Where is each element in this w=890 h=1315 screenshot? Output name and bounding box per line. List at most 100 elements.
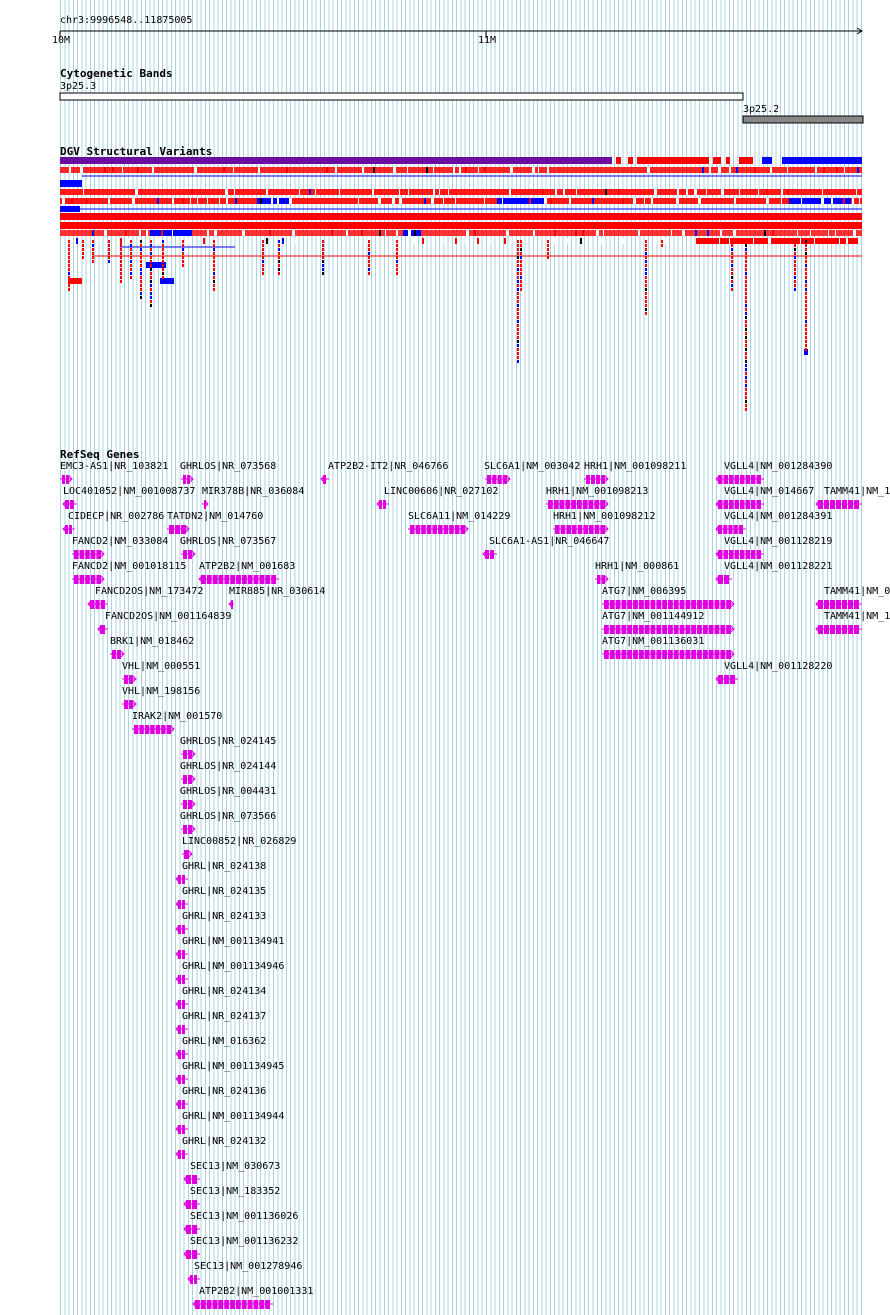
gene-label[interactable]: GHRL|NR_024132 xyxy=(182,1136,267,1147)
gene-label[interactable]: GHRL|NR_024134 xyxy=(182,986,267,997)
gene-model[interactable] xyxy=(715,525,746,534)
gene-label[interactable]: ATP2B2-IT2|NR_046766 xyxy=(328,461,449,472)
gene-model[interactable] xyxy=(60,475,73,484)
gene-model[interactable] xyxy=(192,1300,273,1309)
gene-model[interactable] xyxy=(62,525,75,534)
gene-label[interactable]: HRH1|NM_000861 xyxy=(595,561,680,572)
gene-model[interactable] xyxy=(715,550,764,559)
gene-model[interactable] xyxy=(320,475,329,484)
gene-label[interactable]: VHL|NM_000551 xyxy=(122,661,201,672)
gene-model[interactable] xyxy=(175,1025,188,1034)
dgv-variants[interactable] xyxy=(60,157,862,355)
gene-model[interactable] xyxy=(62,500,77,509)
gene-label[interactable]: SEC13|NM_183352 xyxy=(190,1186,281,1197)
gene-label[interactable]: GHRL|NR_024133 xyxy=(182,911,267,922)
gene-model[interactable] xyxy=(815,600,862,609)
gene-model[interactable] xyxy=(181,475,194,484)
gene-label[interactable]: TAMM41|NM_0 xyxy=(824,586,890,597)
gene-model[interactable] xyxy=(815,625,862,634)
gene-model[interactable] xyxy=(553,525,609,534)
gene-model[interactable] xyxy=(187,1275,200,1284)
gene-label[interactable]: HRH1|NM_001098213 xyxy=(546,486,649,497)
gene-model[interactable] xyxy=(175,1050,188,1059)
gene-label[interactable]: VGLL4|NM_001128221 xyxy=(724,561,833,572)
gene-label[interactable]: SLC6A1|NM_003042 xyxy=(484,461,581,472)
gene-model[interactable] xyxy=(183,1175,200,1184)
gene-model[interactable] xyxy=(132,725,175,734)
gene-model[interactable] xyxy=(175,1150,188,1159)
gene-model[interactable] xyxy=(175,925,188,934)
gene-label[interactable]: ATP2B2|NM_001683 xyxy=(199,561,296,572)
gene-label[interactable]: IRAK2|NM_001570 xyxy=(132,711,223,722)
gene-label[interactable]: GHRL|NR_024137 xyxy=(182,1011,267,1022)
gene-model[interactable] xyxy=(175,1100,188,1109)
gene-label[interactable]: LINC00606|NR_027102 xyxy=(384,486,499,497)
gene-label[interactable]: TAMM41|NM_1 xyxy=(824,486,890,497)
gene-model[interactable] xyxy=(175,875,188,884)
gene-label[interactable]: GHRL|NR_024136 xyxy=(182,1086,267,1097)
gene-label[interactable]: HRH1|NM_001098211 xyxy=(584,461,687,472)
gene-label[interactable]: SLC6A1-AS1|NR_046647 xyxy=(489,536,610,547)
gene-model[interactable] xyxy=(584,475,609,484)
gene-model[interactable] xyxy=(183,1225,200,1234)
gene-model[interactable] xyxy=(715,475,764,484)
gene-label[interactable]: EMC3-AS1|NR_103821 xyxy=(60,461,169,472)
gene-model[interactable] xyxy=(175,900,188,909)
gene-model[interactable] xyxy=(182,850,193,859)
gene-model[interactable] xyxy=(175,950,188,959)
gene-model[interactable] xyxy=(122,700,137,709)
gene-model[interactable] xyxy=(815,500,862,509)
gene-model[interactable] xyxy=(181,550,196,559)
gene-label[interactable]: FANCD2OS|NM_173472 xyxy=(95,586,204,597)
gene-label[interactable]: GHRL|NM_001134945 xyxy=(182,1061,285,1072)
gene-label[interactable]: GHRLOS|NR_024145 xyxy=(180,736,277,747)
gene-model[interactable] xyxy=(546,500,609,509)
gene-label[interactable]: VGLL4|NM_001128220 xyxy=(724,661,833,672)
gene-label[interactable]: GHRL|NM_001134946 xyxy=(182,961,285,972)
gene-model[interactable] xyxy=(485,475,511,484)
gene-label[interactable]: GHRLOS|NR_024144 xyxy=(180,761,277,772)
gene-model[interactable] xyxy=(408,525,469,534)
gene-label[interactable]: GHRL|NM_001134941 xyxy=(182,936,285,947)
gene-model[interactable] xyxy=(175,975,188,984)
gene-model[interactable] xyxy=(175,1125,188,1134)
gene-label[interactable]: VGLL4|NM_001284390 xyxy=(724,461,833,472)
gene-label[interactable]: SLC6A11|NM_014229 xyxy=(408,511,511,522)
gene-label[interactable]: BRK1|NM_018462 xyxy=(110,636,195,647)
gene-label[interactable]: SEC13|NM_001278946 xyxy=(194,1261,303,1272)
gene-label[interactable]: LINC00852|NR_026829 xyxy=(182,836,297,847)
gene-model[interactable] xyxy=(181,750,196,759)
gene-model[interactable] xyxy=(715,675,738,684)
gene-label[interactable]: SEC13|NM_001136026 xyxy=(190,1211,299,1222)
gene-label[interactable]: FANCD2|NM_001018115 xyxy=(72,561,187,572)
gene-label[interactable]: GHRLOS|NR_073567 xyxy=(180,536,277,547)
gene-label[interactable]: MIR378B|NR_036084 xyxy=(202,486,305,497)
gene-model[interactable] xyxy=(175,1000,188,1009)
cytoband-track-title[interactable]: Cytogenetic Bands xyxy=(60,67,173,80)
dgv-track-title[interactable]: DGV Structural Variants xyxy=(60,145,213,158)
gene-model[interactable] xyxy=(72,575,105,584)
gene-model[interactable] xyxy=(602,625,735,634)
gene-model[interactable] xyxy=(376,500,389,509)
gene-model[interactable] xyxy=(202,500,209,509)
gene-label[interactable]: ATG7|NM_001144912 xyxy=(602,611,705,622)
refseq-genes[interactable] xyxy=(60,475,862,1309)
gene-model[interactable] xyxy=(87,600,108,609)
gene-model[interactable] xyxy=(97,625,108,634)
gene-model[interactable] xyxy=(715,500,764,509)
gene-model[interactable] xyxy=(167,525,190,534)
gene-model[interactable] xyxy=(181,800,196,809)
gene-label[interactable]: GHRLOS|NR_073566 xyxy=(180,811,277,822)
gene-label[interactable]: VHL|NM_198156 xyxy=(122,686,201,697)
gene-label[interactable]: GHRLOS|NR_004431 xyxy=(180,786,277,797)
gene-model[interactable] xyxy=(482,550,497,559)
gene-label[interactable]: ATG7|NM_006395 xyxy=(602,586,687,597)
gene-model[interactable] xyxy=(228,600,234,609)
gene-model[interactable] xyxy=(715,575,732,584)
gene-model[interactable] xyxy=(181,775,196,784)
gene-label[interactable]: VGLL4|NM_001128219 xyxy=(724,536,833,547)
gene-model[interactable] xyxy=(602,600,735,609)
gene-label[interactable]: VGLL4|NM_001284391 xyxy=(724,511,833,522)
gene-label[interactable]: GHRL|NR_024138 xyxy=(182,861,267,872)
gene-model[interactable] xyxy=(181,825,196,834)
